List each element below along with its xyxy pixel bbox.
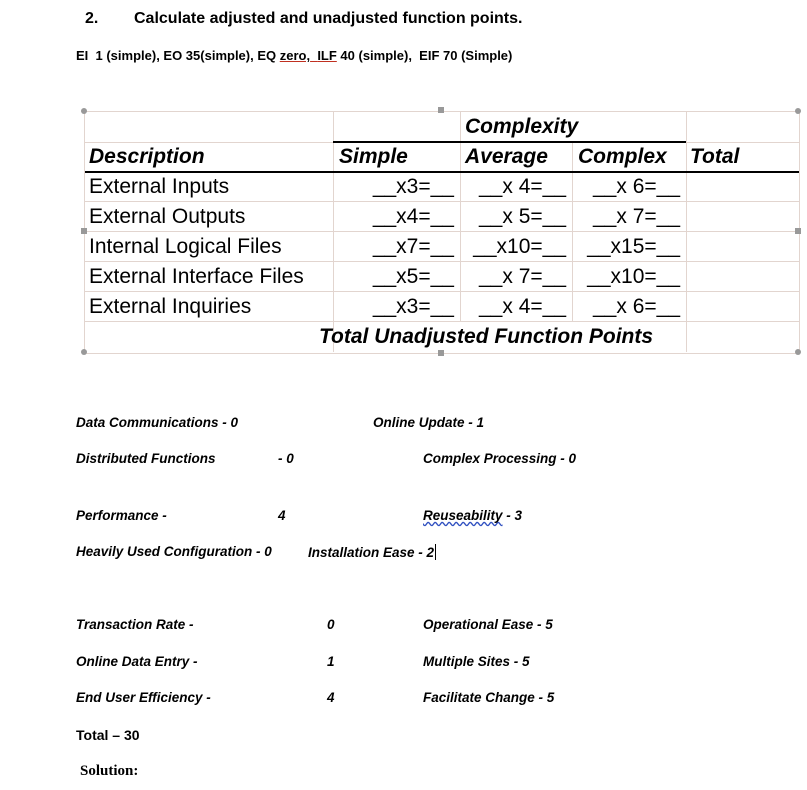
data-communications: Data Communications - 0 bbox=[76, 415, 239, 430]
row-description: External Inputs bbox=[89, 175, 230, 198]
header-complex: Complex bbox=[578, 145, 667, 168]
multiple-sites: Multiple Sites - 5 bbox=[423, 654, 530, 669]
header-simple: Simple bbox=[339, 145, 408, 168]
question-title: Calculate adjusted and unadjusted functi… bbox=[134, 10, 523, 27]
row-simple: __x4=__ bbox=[372, 205, 454, 228]
row-average: __x 7=__ bbox=[479, 265, 566, 288]
row-description: External Inquiries bbox=[89, 295, 252, 318]
online-data-entry-value: 1 bbox=[327, 654, 335, 669]
heavily-used-configuration: Heavily Used Configuration - 0 bbox=[76, 544, 272, 559]
row-simple: __x3=__ bbox=[372, 295, 454, 318]
header-average: Average bbox=[465, 145, 548, 168]
performance: Performance - bbox=[76, 508, 167, 523]
transaction-rate-value: 0 bbox=[327, 617, 335, 632]
total: Total – 30 bbox=[76, 727, 140, 743]
function-point-table[interactable]: Complexity Description Simple Average Co… bbox=[84, 111, 800, 354]
row-simple: __x7=__ bbox=[372, 235, 454, 258]
end-user-efficiency-value: 4 bbox=[327, 690, 335, 705]
row-simple: __x3=__ bbox=[372, 175, 454, 198]
end-user-efficiency: End User Efficiency - bbox=[76, 690, 211, 705]
row-complex: __x 6=__ bbox=[593, 295, 680, 318]
facilitate-change: Facilitate Change - 5 bbox=[423, 690, 555, 705]
row-average: __x 4=__ bbox=[479, 175, 566, 198]
header-total: Total bbox=[690, 145, 740, 168]
reuseability: Reuseability - 3 bbox=[423, 508, 523, 523]
installation-ease[interactable]: Installation Ease - 2 bbox=[308, 544, 437, 560]
operational-ease: Operational Ease - 5 bbox=[423, 617, 553, 632]
question-number: 2. bbox=[85, 10, 99, 27]
header-description: Description bbox=[89, 145, 205, 168]
transaction-rate: Transaction Rate - bbox=[76, 617, 194, 632]
row-description: External Interface Files bbox=[89, 265, 304, 288]
row-complex: __x10=__ bbox=[587, 265, 680, 288]
complexity-header: Complexity bbox=[465, 115, 579, 138]
total-unadjusted-label: Total Unadjusted Function Points bbox=[319, 325, 654, 348]
row-average: __x 5=__ bbox=[479, 205, 566, 228]
solution-label: Solution: bbox=[80, 763, 139, 779]
row-description: Internal Logical Files bbox=[89, 235, 282, 258]
row-complex: __x15=__ bbox=[587, 235, 680, 258]
online-data-entry: Online Data Entry - bbox=[76, 654, 198, 669]
distributed-functions: Distributed Functions bbox=[76, 451, 216, 466]
complex-processing: Complex Processing - 0 bbox=[423, 451, 577, 466]
row-description: External Outputs bbox=[89, 205, 246, 228]
row-simple: __x5=__ bbox=[372, 265, 454, 288]
row-average: __x 4=__ bbox=[479, 295, 566, 318]
distributed-functions-value: - 0 bbox=[278, 451, 294, 466]
row-average: __x10=__ bbox=[473, 235, 566, 258]
online-update: Online Update - 1 bbox=[373, 415, 485, 430]
given-values: EI 1 (simple), EO 35(simple), EQ zero, I… bbox=[76, 48, 513, 63]
row-complex: __x 6=__ bbox=[593, 175, 680, 198]
performance-value: 4 bbox=[278, 508, 286, 523]
row-complex: __x 7=__ bbox=[593, 205, 680, 228]
